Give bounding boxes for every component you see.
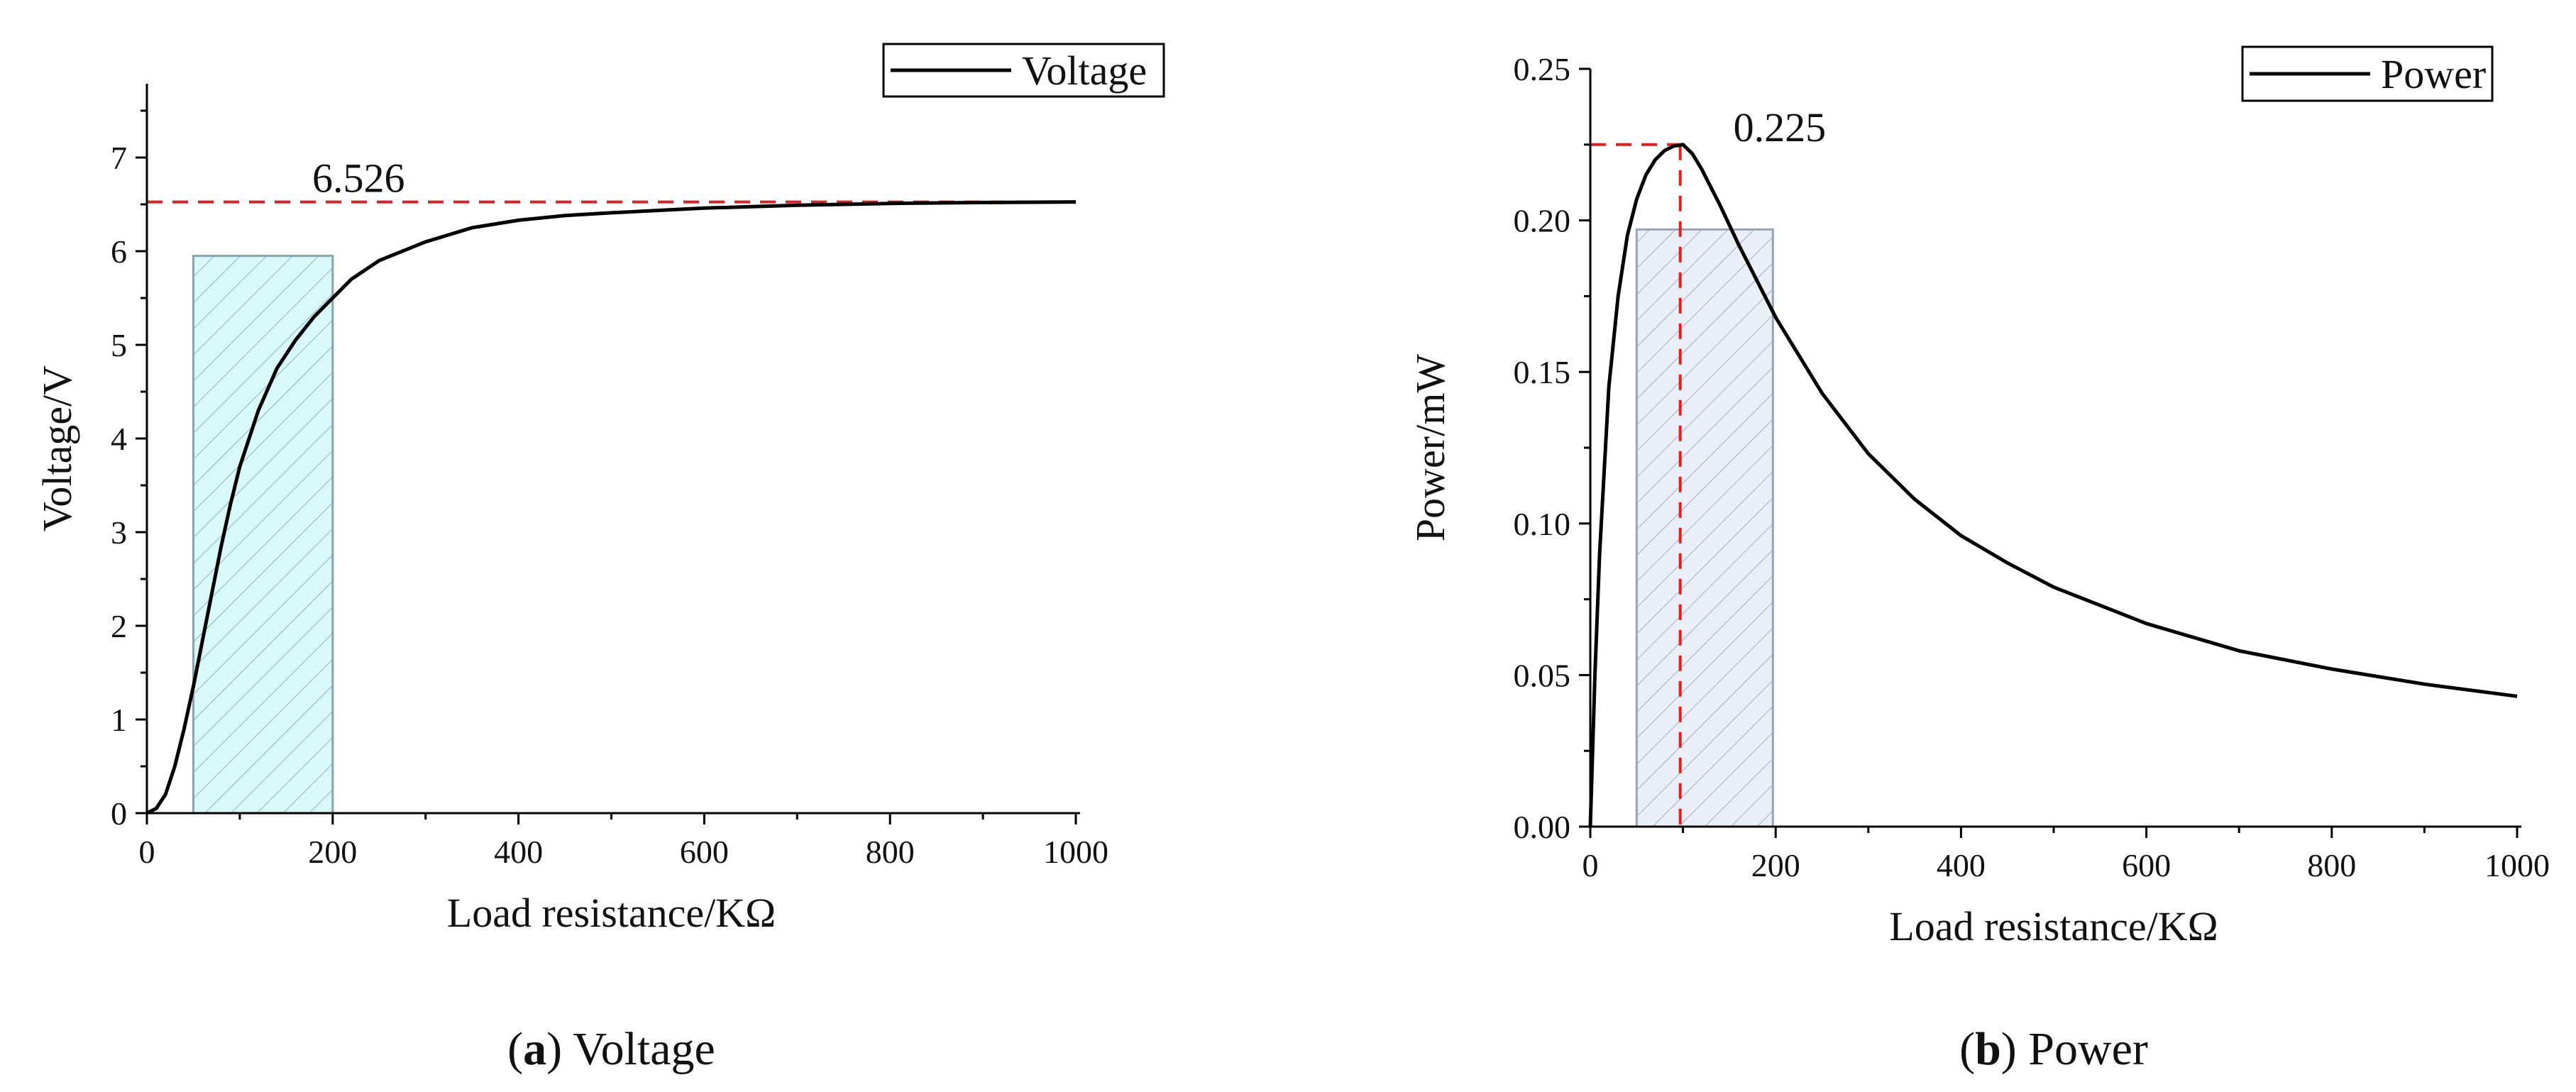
power-caption: (b) Power <box>1959 1023 2148 1075</box>
power-y-ticks: 0.00 0.05 0.10 0.15 0.20 0.25 <box>1514 51 1590 845</box>
power-chart: 0.225 0 200 400 600 800 1000 0.00 0.05 0.10 0.15… <box>1407 45 2550 1075</box>
x-tick-label: 1000 <box>1043 834 1108 870</box>
y-tick-label: 1 <box>111 702 127 738</box>
y-tick-label: 0.00 <box>1514 809 1571 845</box>
y-tick-label: 0.20 <box>1514 203 1571 239</box>
x-tick-label: 400 <box>494 834 543 870</box>
voltage-series-line <box>145 200 1077 815</box>
y-tick-label: 7 <box>111 140 127 176</box>
power-series-line <box>1588 143 2518 827</box>
voltage-legend-label: Voltage <box>1022 48 1147 94</box>
y-tick-label: 4 <box>111 421 127 457</box>
y-tick-label: 0.10 <box>1514 506 1571 542</box>
voltage-y-ticks: 0 1 2 3 4 5 6 7 <box>111 109 147 832</box>
voltage-shaded-region <box>192 255 334 815</box>
voltage-x-axis-title: Load resistance/KΩ <box>447 890 776 936</box>
y-tick-label: 2 <box>111 608 127 644</box>
voltage-caption: (a) Voltage <box>507 1023 715 1075</box>
power-peak-label: 0.225 <box>1734 104 1827 150</box>
voltage-y-axis-title: Voltage/V <box>34 365 80 531</box>
x-tick-label: 0 <box>139 834 155 870</box>
power-shaded-region <box>1635 228 1774 828</box>
power-legend-label: Power <box>2381 51 2486 97</box>
y-tick-label: 0.25 <box>1514 51 1571 87</box>
y-tick-label: 0.05 <box>1514 657 1571 693</box>
power-y-axis-title: Power/mW <box>1407 354 1453 541</box>
x-tick-label: 0 <box>1583 847 1599 883</box>
voltage-x-ticks: 0 200 400 600 800 1000 <box>139 813 1108 870</box>
power-x-ticks: 0 200 400 600 800 1000 <box>1583 827 2550 883</box>
voltage-reference-label: 6.526 <box>312 155 405 202</box>
x-tick-label: 800 <box>2307 847 2356 883</box>
y-tick-label: 6 <box>111 233 127 270</box>
power-axes: 0 200 400 600 800 1000 0.000.050.100.150.200.… <box>1514 51 2550 883</box>
x-tick-label: 600 <box>680 834 729 870</box>
x-tick-label: 400 <box>1937 847 1986 883</box>
voltage-caption-text: Voltage <box>573 1023 715 1075</box>
x-tick-label: 200 <box>308 834 357 870</box>
voltage-legend: Voltage <box>882 43 1165 98</box>
x-tick-label: 1000 <box>2484 847 2550 883</box>
voltage-panel-letter: a <box>523 1023 546 1075</box>
y-tick-label: 5 <box>111 327 127 363</box>
x-tick-label: 800 <box>866 834 915 870</box>
y-tick-label: 0.15 <box>1514 354 1571 390</box>
power-x-axis-title: Load resistance/KΩ <box>1889 903 2218 949</box>
x-tick-label: 200 <box>1751 847 1800 883</box>
voltage-chart: 6.526 0 200 400 600 800 1000 0 1 2 3 4 5 6 7 Load re… <box>34 43 1165 1075</box>
voltage-axes: 0 200 400 600 800 1000 0 1 2 3 4 5 6 7 <box>111 84 1108 870</box>
power-panel-letter: b <box>1975 1023 2001 1075</box>
y-tick-label: 0 <box>111 795 127 832</box>
y-tick-label: 3 <box>111 514 127 551</box>
power-caption-text: Power <box>2028 1023 2148 1075</box>
x-tick-label: 600 <box>2122 847 2171 883</box>
power-legend: Power <box>2241 45 2494 102</box>
